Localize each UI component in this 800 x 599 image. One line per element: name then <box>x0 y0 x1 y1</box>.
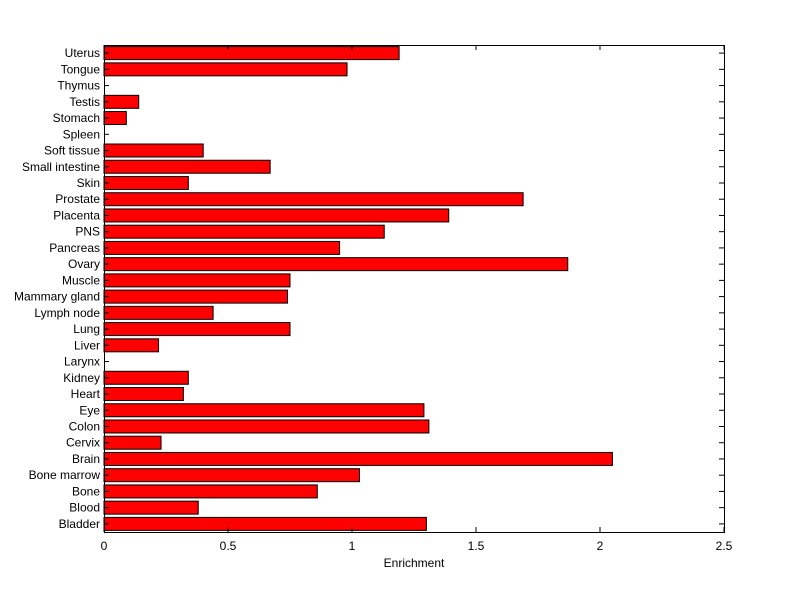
y-tick-label: Testis <box>69 95 100 109</box>
y-tick-label: Spleen <box>63 127 100 141</box>
bar-kidney <box>103 370 189 385</box>
y-tick-label: Muscle <box>62 273 100 287</box>
bar-soft-tissue <box>103 143 204 158</box>
y-tick-label: Placenta <box>53 208 100 222</box>
y-tick-label: Small intestine <box>22 160 100 174</box>
x-tick-label: 0 <box>101 539 108 553</box>
y-tick-label: Skin <box>77 176 100 190</box>
y-tick-label: Bone marrow <box>29 468 101 482</box>
y-tick-label: Cervix <box>66 436 100 450</box>
y-tick-label: Uterus <box>65 46 100 60</box>
y-tick-label: Bladder <box>59 517 100 531</box>
y-tick-label: Brain <box>72 452 100 466</box>
x-tick-label: 1.5 <box>468 539 485 553</box>
plot-area-frame <box>104 45 725 533</box>
y-tick-label: Pancreas <box>49 241 100 255</box>
x-tick-label: 2 <box>597 539 604 553</box>
x-tick-label: 2.5 <box>716 539 733 553</box>
y-tick-labels: Uterus Tongue Thymus Testis Stomach Spleen Sof… <box>14 46 101 531</box>
bar-lung <box>103 322 291 337</box>
bar-bone <box>103 484 318 499</box>
bar-heart <box>103 387 184 402</box>
x-axis-label: Enrichment <box>384 556 445 570</box>
y-tick-label: Colon <box>69 419 100 433</box>
y-tick-label: PNS <box>75 225 100 239</box>
bar-uterus <box>103 46 400 61</box>
bar-brain <box>103 451 613 466</box>
y-tick-label: Lymph node <box>34 306 100 320</box>
bar-pancreas <box>103 240 341 255</box>
bar-ovary <box>103 257 569 272</box>
y-tick-label: Stomach <box>53 111 100 125</box>
y-tick-label: Tongue <box>61 62 101 76</box>
y-tick-label: Kidney <box>63 371 100 385</box>
bar-placenta <box>103 208 450 223</box>
bar-eye <box>103 403 425 418</box>
x-tick-label: 1 <box>349 539 356 553</box>
y-tick-label: Bone <box>72 484 100 498</box>
bar-liver <box>103 338 160 353</box>
y-tick-label: Thymus <box>57 79 100 93</box>
bar-lymph-node <box>103 305 214 320</box>
bar-bladder <box>103 516 427 531</box>
y-tick-label: Larynx <box>64 355 100 369</box>
bar-blood <box>103 500 199 515</box>
bar-skin <box>103 175 189 190</box>
x-tick-labels: 0 0.5 1 1.5 2 2.5 <box>101 539 733 553</box>
y-tick-label: Liver <box>74 338 100 352</box>
y-tick-label: Eye <box>79 403 100 417</box>
x-tick-label: 0.5 <box>220 539 237 553</box>
axis-ticks <box>103 45 725 532</box>
y-tick-label: Blood <box>69 501 100 515</box>
y-tick-label: Soft tissue <box>44 144 100 158</box>
y-tick-label: Lung <box>73 322 100 336</box>
bars-group <box>103 46 613 531</box>
bar-mammary-gland <box>103 289 289 304</box>
y-tick-label: Mammary gland <box>14 290 100 304</box>
bar-cervix <box>103 435 162 450</box>
bar-tongue <box>103 62 348 77</box>
y-tick-label: Ovary <box>68 257 100 271</box>
bar-muscle <box>103 273 291 288</box>
bar-small-intestine <box>103 159 271 174</box>
bar-prostate <box>103 192 524 207</box>
bar-pns <box>103 224 385 239</box>
bar-testis <box>103 94 140 109</box>
bar-bone-marrow <box>103 468 360 483</box>
y-tick-label: Prostate <box>55 192 100 206</box>
bar-colon <box>103 419 430 434</box>
y-tick-label: Heart <box>71 387 101 401</box>
